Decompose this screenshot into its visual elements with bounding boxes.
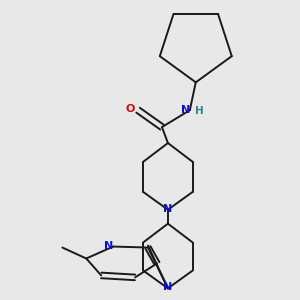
Text: O: O [125,104,135,114]
Text: N: N [163,282,172,292]
Text: N: N [181,105,190,115]
Text: N: N [103,241,113,250]
Text: H: H [195,106,204,116]
Text: N: N [163,204,172,214]
